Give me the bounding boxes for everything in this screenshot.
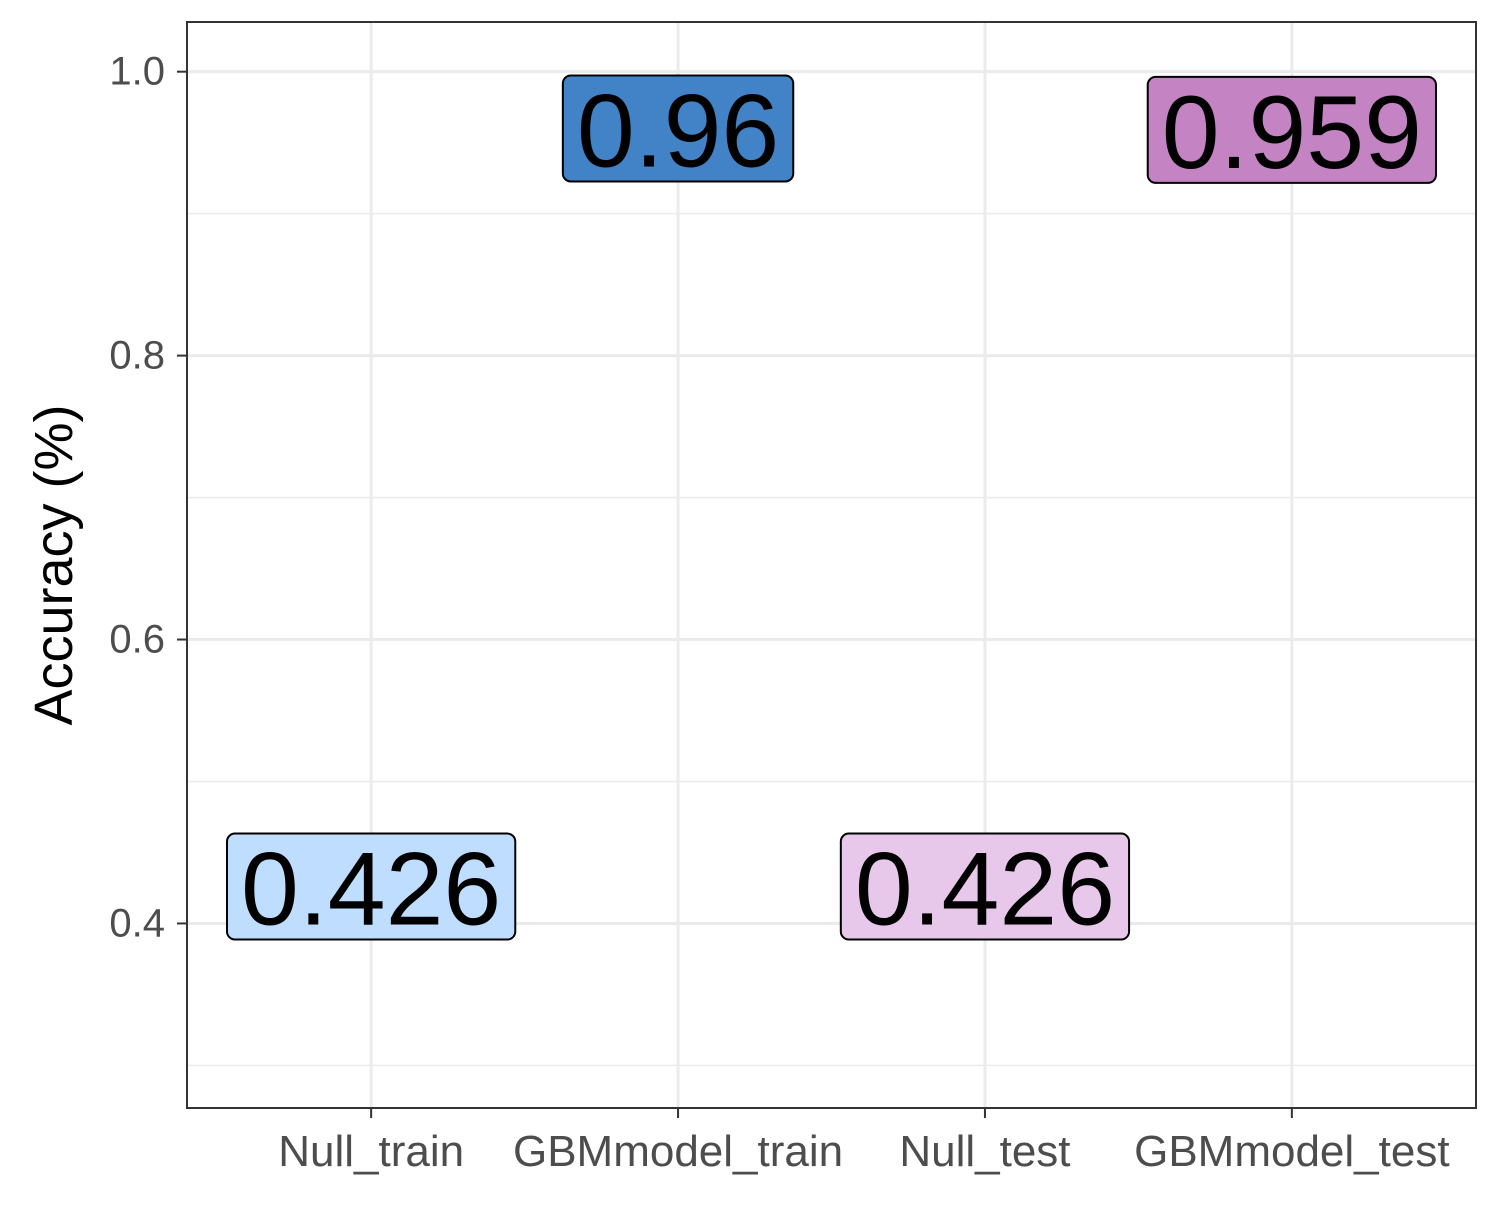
x-tick-label: GBMmodel_train (513, 1127, 843, 1176)
data-label-box (561, 74, 795, 183)
axes-layer: 0.4 0.6 0.8 1.0 Null_train GBMmodel_train Null… (109, 50, 1449, 1176)
plot-panel-border (186, 21, 1477, 1109)
y-tick-label: 0.6 (109, 618, 165, 662)
y-tick-label: 1.0 (109, 50, 165, 94)
marks-layer: 0.426 0.96 0.426 0.959 (226, 73, 1437, 948)
y-tick-label: 0.8 (109, 334, 165, 378)
data-label-Null_train: 0.426 (226, 832, 517, 948)
grid-layer (187, 22, 1476, 1108)
data-label-GBMmodel_test: 0.959 (1146, 75, 1437, 191)
data-label-text: 0.959 (1162, 75, 1422, 191)
data-label-text: 0.96 (577, 73, 779, 189)
data-label-box (226, 832, 517, 941)
y-axis-title: Accuracy (%) (24, 404, 84, 725)
data-label-box (839, 832, 1131, 941)
y-tick-label: 0.4 (109, 901, 165, 945)
data-label-text: 0.426 (855, 832, 1115, 948)
data-label-Null_test: 0.426 (839, 832, 1131, 948)
x-tick-label: GBMmodel_test (1134, 1127, 1449, 1176)
data-label-box (1146, 75, 1437, 184)
x-tick-label: Null_train (278, 1127, 464, 1176)
data-label-text: 0.426 (241, 832, 501, 948)
data-label-GBMmodel_train: 0.96 (561, 73, 795, 189)
x-tick-label: Null_test (899, 1127, 1070, 1176)
